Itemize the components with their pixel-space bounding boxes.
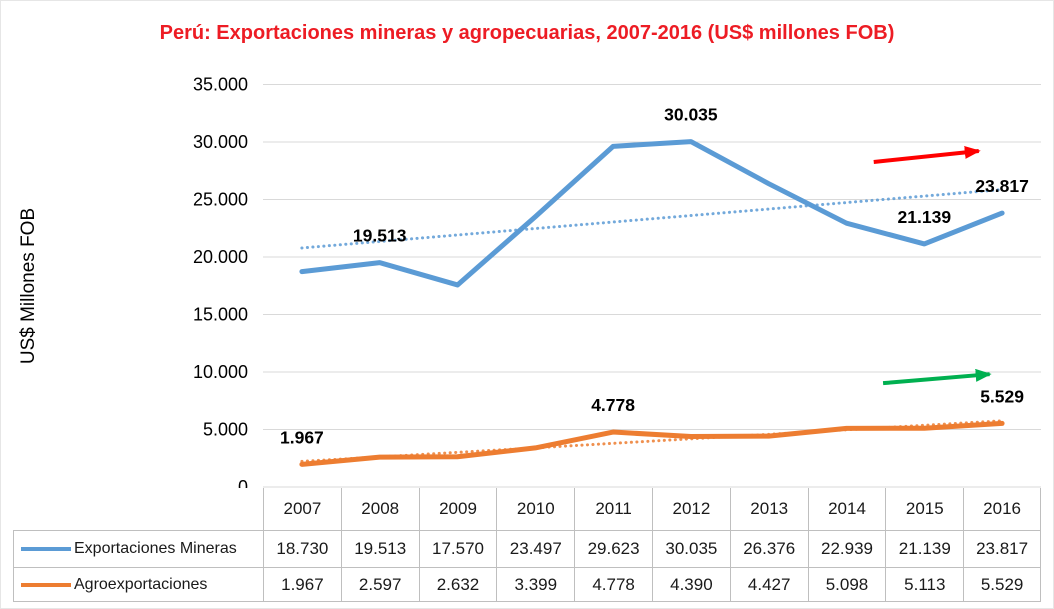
value-cell: 26.376: [729, 530, 808, 567]
legend-line-swatch: [21, 547, 71, 551]
data-label: 4.778: [591, 395, 635, 415]
year-cell: 2010: [496, 488, 575, 530]
data-label: 1.967: [280, 427, 324, 447]
value-cell: 4.778: [574, 567, 652, 602]
year-cell: 2008: [340, 488, 419, 530]
data-label: 30.035: [664, 105, 718, 125]
y-tick-label: 30.000: [193, 132, 248, 152]
corner-cell: [13, 488, 263, 530]
year-cell: 2015: [885, 488, 964, 530]
value-cell: 5.098: [807, 567, 886, 602]
value-cell: 5.113: [885, 567, 964, 602]
series-line-agroexportaciones: [299, 420, 1005, 467]
year-cell: 2013: [729, 488, 808, 530]
data-label: 5.529: [980, 386, 1024, 406]
series-line-exportaciones-mineras: [299, 139, 1005, 288]
agro-trend-arrow: [882, 368, 992, 386]
value-cell: 18.730: [263, 530, 341, 567]
data-label: 23.817: [975, 176, 1029, 196]
value-cell: 23.817: [963, 530, 1041, 567]
value-cell: 2.632: [418, 567, 497, 602]
y-tick-label: 35.000: [193, 75, 248, 95]
data-table: 2007 2008 2009 2010 2011 2012 2013 2014 2015 2016…: [13, 488, 1041, 602]
value-cell: 22.939: [807, 530, 886, 567]
y-tick-label: 15.000: [193, 305, 248, 325]
year-cell: 2007: [263, 488, 341, 530]
year-cell: 2011: [574, 488, 652, 530]
value-cell: 17.570: [418, 530, 497, 567]
mining-trend-arrow: [873, 145, 981, 164]
legend-label: Exportaciones Mineras: [74, 540, 237, 557]
trendline-exportaciones-mineras: [300, 188, 1004, 250]
value-cell: 1.967: [263, 567, 341, 602]
value-cell: 23.497: [496, 530, 575, 567]
value-cell: 30.035: [652, 530, 730, 567]
value-cell: 29.623: [574, 530, 652, 567]
y-tick-label: 5.000: [203, 420, 248, 440]
chart-title: Perú: Exportaciones mineras y agropecuar…: [159, 22, 895, 44]
y-tick-label: 25.000: [193, 190, 248, 210]
legend-item: Exportaciones Mineras: [13, 530, 263, 567]
year-cell: 2016: [963, 488, 1041, 530]
legend-item: Agroexportaciones: [13, 567, 263, 602]
year-cell: 2009: [418, 488, 497, 530]
value-cell: 5.529: [963, 567, 1041, 602]
y-tick-label: 10.000: [193, 362, 248, 382]
value-cell: 21.139: [885, 530, 964, 567]
data-label: 19.513: [353, 226, 407, 246]
value-cell: 4.390: [652, 567, 730, 602]
data-label: 21.139: [898, 207, 952, 227]
value-cell: 2.597: [340, 567, 419, 602]
legend-label: Agroexportaciones: [74, 575, 208, 593]
year-cell: 2012: [652, 488, 730, 530]
value-cell: 3.399: [496, 567, 575, 602]
y-tick-label: 0: [238, 477, 248, 497]
legend-line-swatch: [21, 582, 71, 587]
y-tick-label: 20.000: [193, 247, 248, 267]
value-cell: 19.513: [340, 530, 419, 567]
value-cell: 4.427: [729, 567, 808, 602]
year-cell: 2014: [807, 488, 886, 530]
